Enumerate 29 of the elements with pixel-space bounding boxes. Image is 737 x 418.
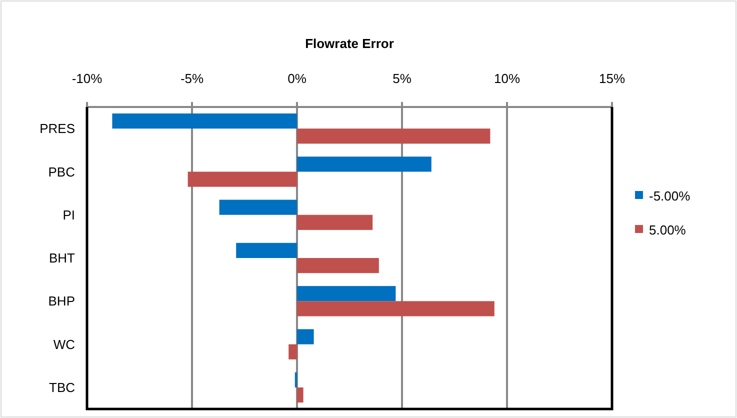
x-tick-label: 15% bbox=[598, 71, 626, 86]
x-tick-label: 0% bbox=[288, 71, 307, 86]
bar bbox=[297, 128, 490, 144]
y-tick-label: BHT bbox=[49, 250, 76, 266]
y-tick-label: PBC bbox=[48, 164, 75, 180]
y-tick-label: PI bbox=[62, 207, 75, 222]
chart-title: Flowrate Error bbox=[305, 36, 394, 51]
bar bbox=[297, 156, 432, 172]
legend-label: 5.00% bbox=[649, 222, 686, 238]
bar bbox=[297, 329, 314, 344]
bar bbox=[219, 200, 297, 215]
bar bbox=[288, 344, 297, 360]
bar bbox=[297, 258, 379, 274]
bar bbox=[236, 242, 297, 258]
bar bbox=[297, 286, 396, 302]
y-tick-label: BHP bbox=[48, 294, 75, 309]
x-tick-label: -5% bbox=[180, 71, 204, 86]
y-tick-label: WC bbox=[53, 336, 75, 352]
bar bbox=[112, 113, 297, 129]
x-tick-label: -10% bbox=[72, 71, 103, 86]
bar bbox=[297, 387, 304, 403]
bar bbox=[188, 172, 297, 187]
y-tick-label: TBC bbox=[49, 380, 75, 395]
y-tick-label: PRES bbox=[40, 121, 76, 136]
legend-label: -5.00% bbox=[649, 188, 691, 204]
bar bbox=[297, 301, 494, 316]
x-tick-label: 10% bbox=[494, 71, 520, 86]
x-tick-label: 5% bbox=[392, 71, 412, 86]
bar bbox=[297, 214, 373, 230]
